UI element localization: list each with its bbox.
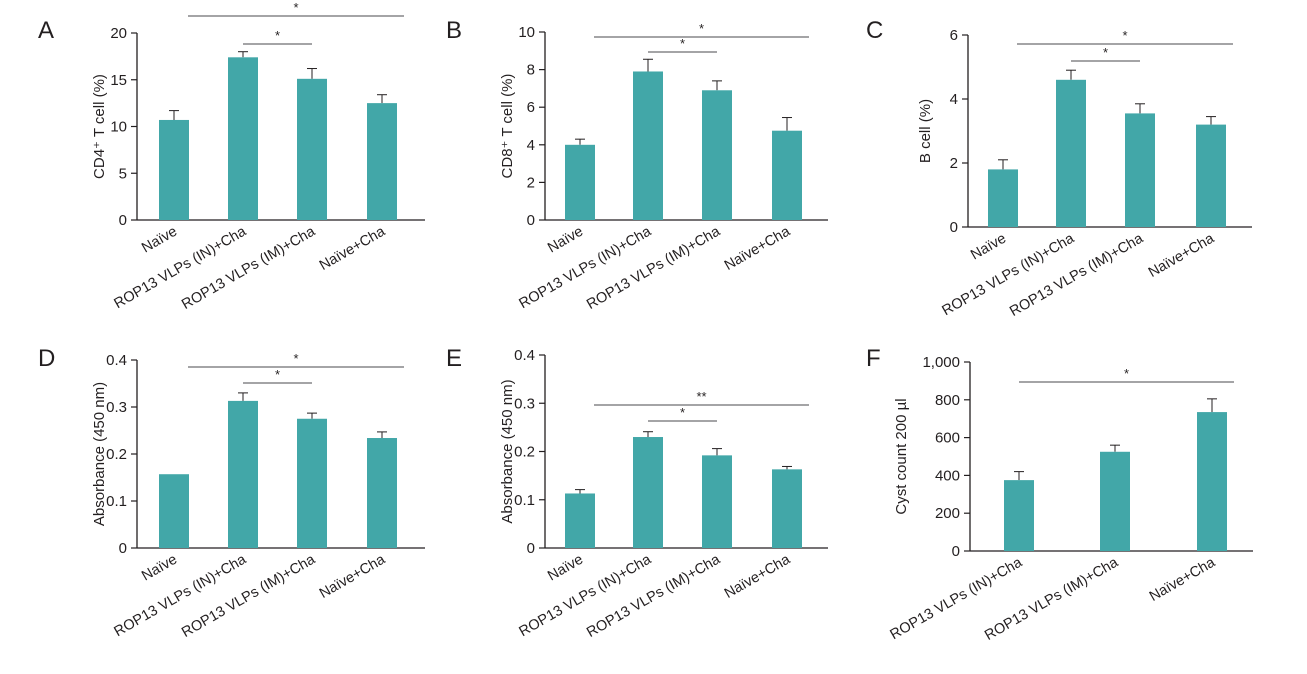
y-tick-label: 800 [935, 392, 960, 409]
y-tick-label: 6 [950, 27, 958, 44]
bar [1125, 113, 1155, 227]
y-tick-label: 0.3 [106, 399, 127, 416]
bar [633, 437, 663, 548]
bar [1056, 79, 1086, 227]
significance-marker: * [680, 36, 685, 51]
y-tick-label: 0.1 [514, 492, 535, 509]
bar [159, 119, 189, 220]
y-tick-label: 6 [527, 99, 535, 116]
bar [228, 57, 258, 221]
y-tick-label: 200 [935, 505, 960, 522]
x-tick-label: Naïve+Cha [1146, 230, 1218, 281]
significance-marker: * [699, 21, 704, 36]
y-tick-label: 0.3 [514, 395, 535, 412]
x-tick-label: Naïve+Cha [1147, 554, 1219, 605]
x-tick-label: ROP13 VLPs (IM)+Cha [584, 551, 724, 641]
panel-letter: A [38, 17, 54, 44]
bar [297, 418, 327, 548]
y-axis-label: Absorbance (450 nm) [499, 379, 516, 523]
bar [297, 78, 327, 220]
bar [228, 400, 258, 548]
bar [565, 493, 595, 548]
x-tick-label: ROP13 VLPs (IM)+Cha [1007, 230, 1147, 320]
bar [1100, 451, 1130, 551]
y-tick-label: 4 [527, 137, 535, 154]
y-axis-label: Cyst count 200 µl [893, 398, 910, 514]
y-tick-label: 2 [950, 155, 958, 172]
panel-letter: B [446, 17, 462, 44]
y-tick-label: 15 [110, 72, 127, 89]
x-tick-label: Naïve [545, 224, 586, 257]
y-tick-label: 10 [518, 24, 535, 41]
x-tick-label: ROP13 VLPs (IM)+Cha [179, 551, 319, 641]
x-tick-label: Naïve [545, 552, 586, 585]
bar [772, 130, 802, 220]
y-axis-label: B cell (%) [917, 99, 934, 163]
bar [159, 474, 189, 548]
bar [772, 469, 802, 548]
significance-marker: * [1103, 45, 1108, 60]
y-tick-label: 600 [935, 430, 960, 447]
bar [988, 169, 1018, 227]
x-tick-label: Naïve+Cha [317, 551, 389, 602]
y-tick-label: 4 [950, 91, 958, 108]
panel-letter: F [866, 345, 881, 372]
bar [702, 90, 732, 220]
y-tick-label: 0.2 [514, 444, 535, 461]
x-tick-label: Naïve [139, 224, 180, 257]
y-axis-label: Absorbance (450 nm) [91, 382, 108, 526]
y-tick-label: 1,000 [922, 354, 960, 371]
y-tick-label: 0 [119, 212, 127, 229]
y-tick-label: 20 [110, 25, 127, 42]
y-tick-label: 0.1 [106, 493, 127, 510]
bar [1004, 480, 1034, 551]
bar [1196, 124, 1226, 227]
x-tick-label: ROP13 VLPs (IM)+Cha [179, 223, 319, 313]
y-tick-label: 0 [119, 540, 127, 557]
x-tick-label: Naïve+Cha [722, 551, 794, 602]
y-tick-label: 0 [950, 219, 958, 236]
bar [633, 71, 663, 220]
y-tick-label: 5 [119, 165, 127, 182]
y-tick-label: 0.4 [106, 352, 127, 369]
x-tick-label: ROP13 VLPs (IM)+Cha [584, 223, 724, 313]
bar [367, 103, 397, 220]
significance-marker: * [275, 367, 280, 382]
panel-letter: C [866, 17, 883, 44]
bar [565, 144, 595, 220]
y-tick-label: 0 [527, 540, 535, 557]
panel-letter: D [38, 345, 55, 372]
significance-marker: * [1124, 366, 1129, 381]
y-tick-label: 10 [110, 119, 127, 136]
significance-marker: * [275, 28, 280, 43]
y-tick-label: 0.4 [514, 347, 535, 364]
y-tick-label: 0.2 [106, 446, 127, 463]
bar [367, 438, 397, 548]
bar [702, 455, 732, 548]
y-tick-label: 0 [527, 212, 535, 229]
y-axis-label: CD8⁺ T cell (%) [499, 74, 516, 179]
y-tick-label: 8 [527, 62, 535, 79]
significance-marker: * [680, 405, 685, 420]
y-tick-label: 400 [935, 467, 960, 484]
significance-marker: ** [696, 389, 706, 404]
x-tick-label: Naïve [139, 552, 180, 585]
significance-marker: * [293, 0, 298, 15]
y-tick-label: 2 [527, 174, 535, 191]
significance-marker: * [1122, 28, 1127, 43]
panel-letter: E [446, 345, 462, 372]
x-tick-label: Naïve+Cha [722, 223, 794, 274]
significance-marker: * [293, 351, 298, 366]
y-axis-label: CD4⁺ T cell (%) [91, 74, 108, 179]
x-tick-label: Naïve+Cha [317, 223, 389, 274]
y-tick-label: 0 [952, 543, 960, 560]
x-tick-label: Naïve [968, 231, 1009, 264]
bar [1197, 412, 1227, 551]
